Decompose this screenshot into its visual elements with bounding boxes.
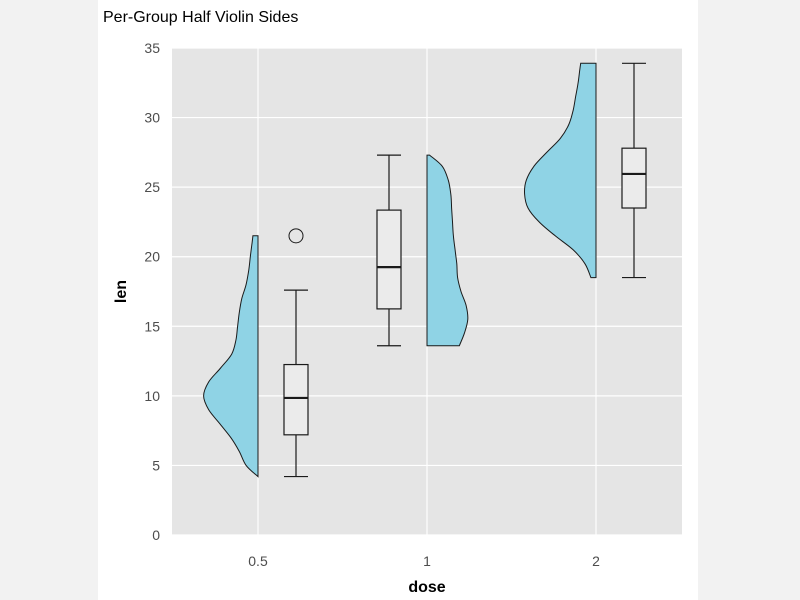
box-1 [376,209,402,310]
violin-1 [426,154,469,347]
x-axis-label: dose [408,579,445,596]
box-2 [621,147,647,209]
y-tick-label: 30 [144,110,160,126]
outlier-point-0.5-0 [288,228,304,244]
y-tick-label: 25 [144,179,160,195]
violins [203,62,597,478]
x-tick-labels: 0.5 1 2 [248,553,600,569]
violin-2 [524,62,597,279]
y-tick-label: 5 [152,457,160,473]
boxplots [283,62,647,478]
violin-chart: Per-Group Half Violin Sides 0 5 10 15 20 25 30… [103,9,682,596]
x-tick-label: 2 [592,553,600,569]
chart-title: Per-Group Half Violin Sides [103,9,298,26]
y-tick-label: 35 [144,40,160,56]
chart-figure: Per-Group Half Violin Sides 0 5 10 15 20 25 30… [98,0,698,600]
y-tick-label: 20 [144,249,160,265]
violin-0.5 [203,235,259,478]
y-axis-label: len [113,280,130,303]
y-tick-label: 0 [152,527,160,543]
x-tick-label: 0.5 [248,553,268,569]
box-0.5 [283,363,309,436]
x-tick-label: 1 [423,553,431,569]
y-tick-label: 10 [144,388,160,404]
y-tick-label: 15 [144,318,160,334]
y-tick-labels: 0 5 10 15 20 25 30 35 [144,40,160,543]
